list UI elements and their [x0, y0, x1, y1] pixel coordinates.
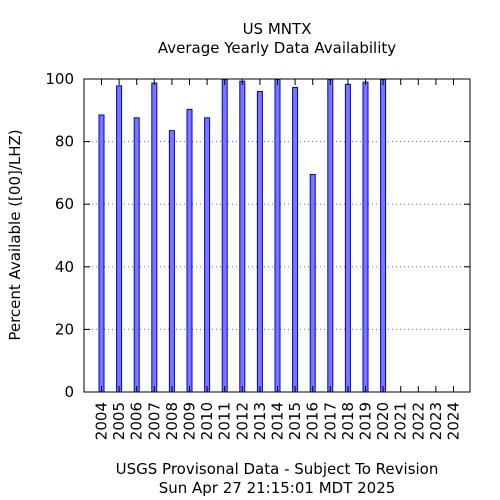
y-tick-label: 0	[64, 383, 74, 401]
x-tick-label: 2022	[409, 402, 427, 440]
x-tick-label: 2004	[93, 402, 111, 440]
bar-2020	[380, 78, 387, 393]
x-tick-label: 2008	[163, 402, 181, 440]
x-tick-label: 2024	[445, 402, 463, 440]
x-tick-label: 2021	[392, 402, 410, 440]
x-tick-label: 2007	[145, 402, 163, 440]
x-tick-label: 2006	[128, 402, 146, 440]
bar-2007	[151, 82, 158, 393]
bar-2013	[256, 91, 263, 393]
bar-2012	[239, 80, 246, 393]
bar-2014	[274, 78, 281, 393]
bar-2011	[221, 78, 228, 393]
x-tick-label: 2017	[321, 402, 339, 440]
x-tick-label: 2014	[269, 402, 287, 440]
bars	[98, 78, 387, 393]
footer-timestamp: Sun Apr 27 21:15:01 MDT 2025	[159, 479, 396, 497]
chart-subtitle: Average Yearly Data Availability	[158, 39, 396, 57]
footer-disclaimer: USGS Provisonal Data - Subject To Revisi…	[116, 460, 439, 478]
bar-2010	[204, 117, 211, 393]
bar-2017	[327, 78, 334, 393]
bar-2006	[133, 117, 140, 393]
x-tick-label: 2005	[110, 402, 128, 440]
x-axis-ticks: 2004 2005 2006 2007 2008 2009 2010 2011 2012 2013…	[93, 79, 463, 440]
y-tick-label: 60	[55, 195, 74, 213]
y-tick-label: 80	[55, 133, 74, 151]
bar-2016	[309, 173, 316, 393]
y-axis-label: Percent Available ([00]/LHZ)	[6, 129, 24, 340]
bar-2008	[168, 130, 175, 393]
x-tick-label: 2019	[357, 402, 375, 440]
x-tick-label: 2011	[216, 402, 234, 440]
y-tick-label: 40	[55, 258, 74, 276]
bar-2015	[292, 86, 299, 393]
x-tick-label: 2010	[198, 402, 216, 440]
y-tick-label: 100	[45, 70, 74, 88]
x-tick-label: 2016	[304, 402, 322, 440]
bar-2009	[186, 108, 193, 393]
x-tick-label: 2023	[427, 402, 445, 440]
y-axis-ticks: 0 20 40 60 80 100	[45, 70, 470, 401]
x-tick-label: 2018	[339, 402, 357, 440]
bar-2004	[98, 114, 105, 393]
x-tick-label: 2009	[181, 402, 199, 440]
bar-2005	[116, 85, 123, 393]
y-tick-label: 20	[55, 320, 74, 338]
x-tick-label: 2020	[374, 402, 392, 440]
x-tick-label: 2013	[251, 402, 269, 440]
chart-title: US MNTX	[243, 20, 312, 38]
x-tick-label: 2015	[286, 402, 304, 440]
x-tick-label: 2012	[233, 402, 251, 440]
bar-2018	[344, 83, 351, 393]
bar-2019	[362, 81, 369, 393]
